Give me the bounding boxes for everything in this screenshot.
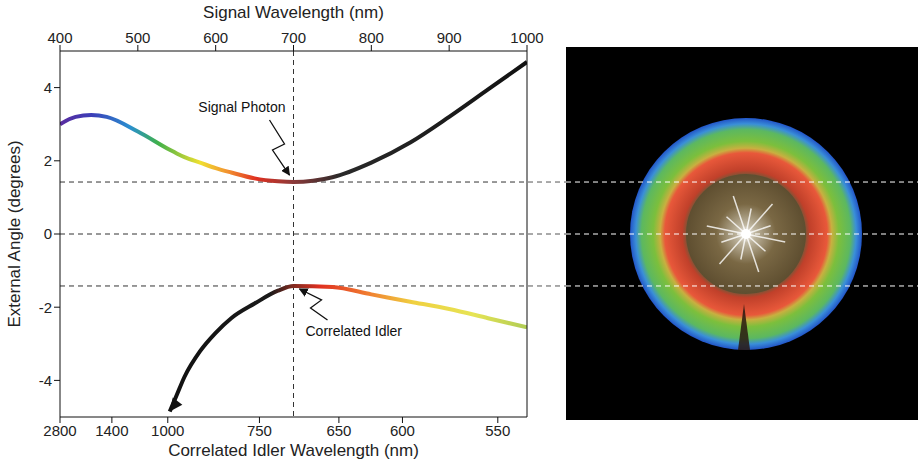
svg-text:2800: 2800: [43, 422, 76, 439]
svg-text:550: 550: [485, 422, 510, 439]
svg-text:4: 4: [44, 79, 52, 96]
svg-text:900: 900: [437, 29, 462, 46]
svg-text:Correlated Idler: Correlated Idler: [306, 323, 403, 339]
svg-text:1000: 1000: [151, 422, 184, 439]
svg-text:Signal Photon: Signal Photon: [198, 99, 285, 115]
svg-text:400: 400: [47, 29, 72, 46]
svg-text:600: 600: [390, 422, 415, 439]
svg-text:500: 500: [125, 29, 150, 46]
svg-text:-4: -4: [39, 372, 52, 389]
svg-text:800: 800: [359, 29, 384, 46]
svg-text:Correlated Idler Wavelength (n: Correlated Idler Wavelength (nm): [168, 441, 419, 460]
svg-text:-2: -2: [39, 299, 52, 316]
svg-text:750: 750: [247, 422, 272, 439]
svg-text:1000: 1000: [510, 29, 543, 46]
svg-text:700: 700: [281, 29, 306, 46]
svg-text:Signal Wavelength (nm): Signal Wavelength (nm): [203, 3, 384, 22]
svg-text:600: 600: [203, 29, 228, 46]
svg-text:External Angle (degrees): External Angle (degrees): [5, 140, 24, 327]
svg-text:1400: 1400: [95, 422, 128, 439]
svg-text:650: 650: [326, 422, 351, 439]
svg-text:2: 2: [44, 152, 52, 169]
svg-text:0: 0: [44, 225, 52, 242]
